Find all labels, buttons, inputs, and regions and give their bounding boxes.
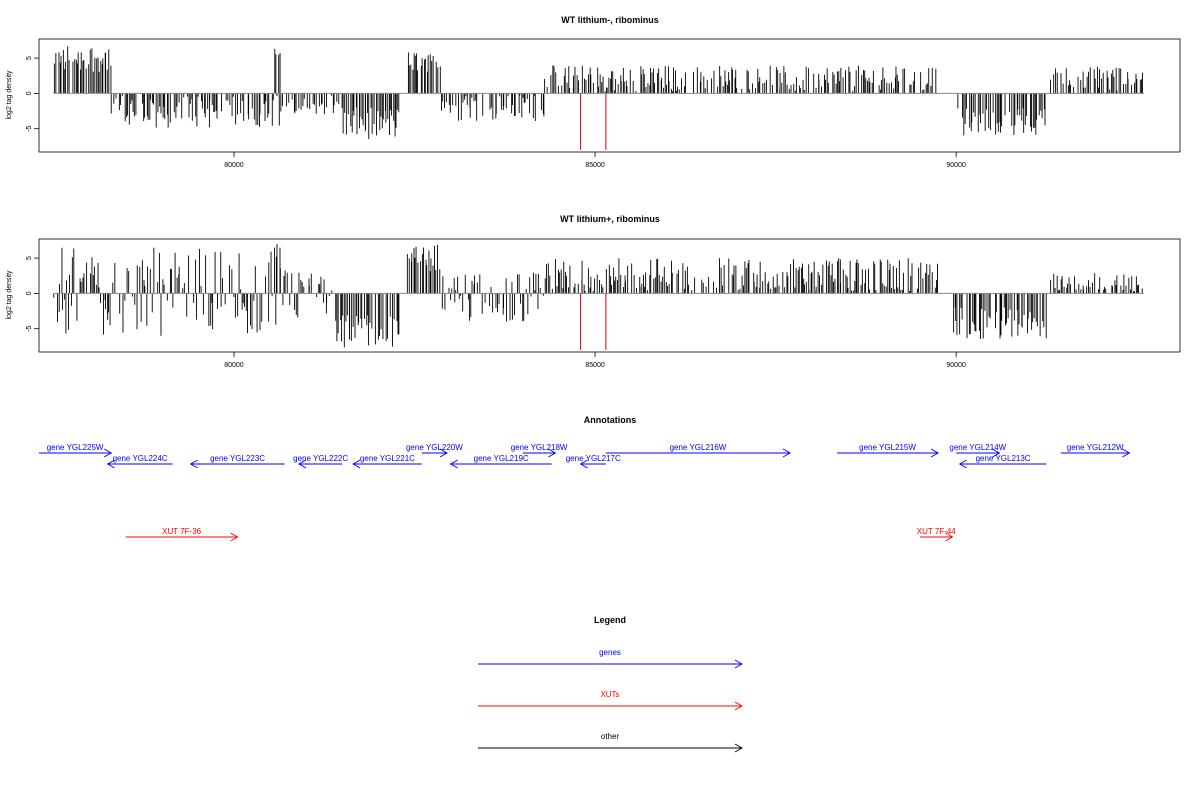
annotation-feature: gene YGL218W xyxy=(511,443,568,458)
annotation-feature: gene YGL213C xyxy=(958,454,1047,469)
y-axis-label: log2 tag density xyxy=(6,70,13,120)
x-tick-label: 80000 xyxy=(224,162,244,169)
legend-label: genes xyxy=(599,648,621,657)
y-tick-label: 0 xyxy=(26,291,33,295)
annotation-feature: gene YGL214W xyxy=(949,443,1007,458)
x-tick-label: 85000 xyxy=(585,162,605,169)
feature-label: gene YGL223C xyxy=(210,454,265,463)
x-tick-label: 85000 xyxy=(585,362,605,369)
coverage-bars xyxy=(53,244,1144,350)
axes: 80000 85000 90000 5 0 -5 xyxy=(26,56,966,169)
legend: Legend genes XUTs other xyxy=(478,615,743,753)
y-tick-label: 0 xyxy=(26,91,33,95)
feature-label: gene YGL222C xyxy=(293,454,348,463)
annotation-feature: gene YGL224C xyxy=(106,454,173,469)
annotation-feature: gene YGL217C xyxy=(566,454,621,469)
legend-title: Legend xyxy=(594,615,626,625)
feature-label: gene YGL214W xyxy=(949,443,1006,452)
feature-arrowhead xyxy=(930,448,939,458)
coverage-bars xyxy=(53,46,1144,150)
y-tick-label: 5 xyxy=(26,56,33,60)
y-tick-label: -5 xyxy=(26,325,33,331)
feature-arrowhead xyxy=(992,448,1001,458)
feature-arrowhead xyxy=(106,459,115,469)
legend-arrowhead xyxy=(734,701,743,711)
legend-entry: genes xyxy=(478,648,743,669)
feature-label: XUT 7F-44 xyxy=(917,527,957,536)
annotation-feature: gene YGL221C xyxy=(352,454,422,469)
legend-label: XUTs xyxy=(600,690,619,699)
feature-arrowhead xyxy=(230,532,239,542)
feature-arrowhead xyxy=(958,459,967,469)
annotation-feature: gene YGL222C xyxy=(293,454,348,469)
feature-label: gene YGL213C xyxy=(976,454,1031,463)
annotation-feature: gene YGL225W xyxy=(39,443,113,458)
feature-arrowhead xyxy=(945,532,954,542)
axes: 80000 85000 90000 5 0 -5 xyxy=(26,256,966,369)
legend-entries: genes XUTs other xyxy=(478,648,743,753)
feature-arrowhead xyxy=(782,448,791,458)
feature-label: XUT 7F-36 xyxy=(162,527,202,536)
feature-arrowhead xyxy=(352,459,361,469)
feature-label: gene YGL220W xyxy=(406,443,463,452)
y-tick-label: -5 xyxy=(26,125,33,131)
legend-arrowhead xyxy=(734,743,743,753)
annotation-feature: gene YGL216W xyxy=(605,443,791,458)
annotation-feature: gene YGL215W xyxy=(836,443,939,458)
x-tick-label: 90000 xyxy=(946,162,966,169)
legend-entry: other xyxy=(478,732,743,753)
coverage-panel-lithium-plus: WT lithium+, ribominus log2 tag density … xyxy=(6,214,1181,369)
annotation-feature: gene YGL219C xyxy=(449,454,552,469)
feature-label: gene YGL224C xyxy=(113,454,168,463)
feature-arrowhead xyxy=(439,448,448,458)
panel-title: WT lithium+, ribominus xyxy=(560,214,660,224)
plot-frame xyxy=(38,38,1181,153)
feature-label: gene YGL216W xyxy=(670,443,727,452)
feature-arrowhead xyxy=(103,448,113,458)
feature-label: gene YGL221C xyxy=(360,454,415,463)
feature-arrowhead xyxy=(449,459,458,469)
feature-label: gene YGL218W xyxy=(511,443,568,452)
legend-arrowhead xyxy=(734,659,743,669)
panel-title: WT lithium-, ribominus xyxy=(561,15,659,25)
annotation-feature: gene YGL223C xyxy=(189,454,285,469)
feature-label: gene YGL217C xyxy=(566,454,621,463)
feature-arrowhead xyxy=(298,459,307,469)
features: gene YGL225W gene YGL224C gene YGL223C gene… xyxy=(39,443,1131,542)
annotation-feature: gene YGL220W xyxy=(406,443,463,458)
legend-entry: XUTs xyxy=(478,690,743,711)
x-tick-label: 80000 xyxy=(224,362,244,369)
annotation-feature: XUT 7F-36 xyxy=(125,527,239,542)
feature-arrowhead xyxy=(189,459,198,469)
plot-frame xyxy=(38,238,1181,353)
feature-label: gene YGL219C xyxy=(474,454,529,463)
y-tick-label: 5 xyxy=(26,256,33,260)
legend-label: other xyxy=(601,732,620,741)
feature-label: gene YGL212W xyxy=(1067,443,1124,452)
feature-label: gene YGL215W xyxy=(859,443,916,452)
feature-arrowhead xyxy=(548,448,557,458)
y-axis-label: log2 tag density xyxy=(6,270,13,320)
feature-arrowhead xyxy=(1122,448,1131,458)
feature-arrowhead xyxy=(579,459,588,469)
coverage-panel-lithium-minus: WT lithium-, ribominus log2 tag density … xyxy=(6,15,1181,169)
annotation-feature: gene YGL212W xyxy=(1060,443,1131,458)
feature-label: gene YGL225W xyxy=(47,443,104,452)
annotation-title: Annotations xyxy=(584,415,637,425)
x-tick-label: 90000 xyxy=(946,362,966,369)
annotation-feature: XUT 7F-44 xyxy=(917,527,957,542)
